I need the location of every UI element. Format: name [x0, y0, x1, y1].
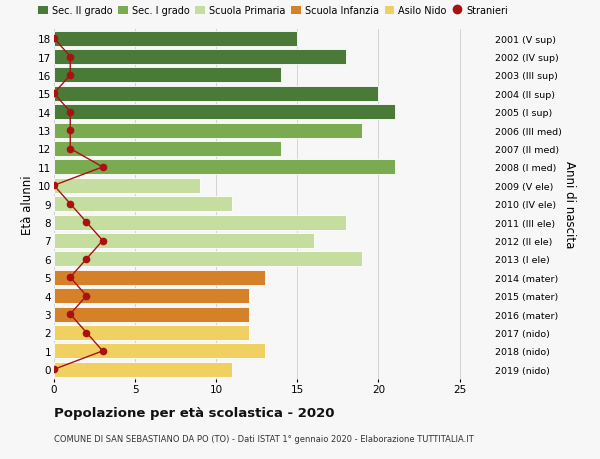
Bar [54, 307, 248, 322]
Bar [54, 179, 200, 193]
Bar [54, 197, 232, 212]
Text: Popolazione per età scolastica - 2020: Popolazione per età scolastica - 2020 [54, 406, 335, 419]
Bar [54, 289, 248, 303]
Bar [54, 362, 232, 377]
Y-axis label: Anni di nascita: Anni di nascita [563, 161, 575, 248]
Bar [54, 142, 281, 157]
Bar [54, 270, 265, 285]
Bar [54, 105, 395, 120]
Bar [54, 215, 346, 230]
Bar [54, 50, 346, 65]
Y-axis label: Età alunni: Età alunni [21, 174, 34, 234]
Bar [54, 32, 298, 46]
Bar [54, 123, 362, 138]
Bar [54, 325, 248, 340]
Text: COMUNE DI SAN SEBASTIANO DA PO (TO) - Dati ISTAT 1° gennaio 2020 - Elaborazione : COMUNE DI SAN SEBASTIANO DA PO (TO) - Da… [54, 434, 474, 443]
Bar [54, 160, 395, 175]
Bar [54, 344, 265, 358]
Bar [54, 87, 379, 101]
Legend: Sec. II grado, Sec. I grado, Scuola Primaria, Scuola Infanzia, Asilo Nido, Stran: Sec. II grado, Sec. I grado, Scuola Prim… [36, 4, 510, 18]
Bar [54, 234, 314, 248]
Bar [54, 68, 281, 83]
Bar [54, 252, 362, 267]
